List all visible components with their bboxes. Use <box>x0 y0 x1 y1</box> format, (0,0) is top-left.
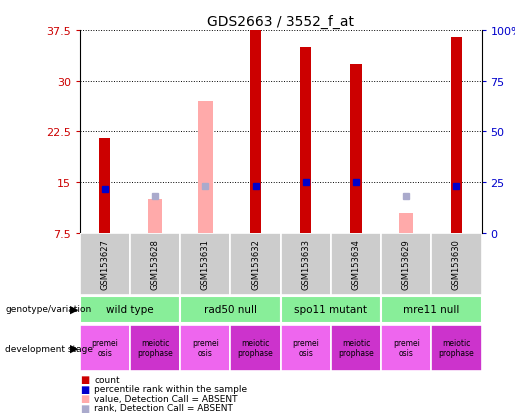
Bar <box>198 102 213 233</box>
Bar <box>130 233 180 295</box>
Text: rank, Detection Call = ABSENT: rank, Detection Call = ABSENT <box>94 403 233 412</box>
Text: rad50 null: rad50 null <box>204 305 257 315</box>
Bar <box>180 297 281 323</box>
Text: premei
osis: premei osis <box>192 338 219 358</box>
Text: ■: ■ <box>80 374 89 384</box>
Bar <box>231 233 281 295</box>
Text: value, Detection Call = ABSENT: value, Detection Call = ABSENT <box>94 394 238 403</box>
Text: meiotic
prophase: meiotic prophase <box>238 338 273 358</box>
Bar <box>80 325 130 371</box>
Title: GDS2663 / 3552_f_at: GDS2663 / 3552_f_at <box>207 14 354 28</box>
Bar <box>80 233 130 295</box>
Bar <box>381 325 431 371</box>
Text: premei
osis: premei osis <box>293 338 319 358</box>
Text: percentile rank within the sample: percentile rank within the sample <box>94 384 247 393</box>
Text: meiotic
prophase: meiotic prophase <box>338 338 374 358</box>
Bar <box>431 325 482 371</box>
Bar <box>281 325 331 371</box>
Bar <box>130 325 180 371</box>
Bar <box>331 233 381 295</box>
Text: GSM153628: GSM153628 <box>151 239 160 290</box>
Text: GSM153633: GSM153633 <box>301 239 310 290</box>
Text: wild type: wild type <box>106 305 154 315</box>
Text: GSM153631: GSM153631 <box>201 239 210 290</box>
Bar <box>250 31 261 233</box>
Text: meiotic
prophase: meiotic prophase <box>439 338 474 358</box>
Text: mre11 null: mre11 null <box>403 305 459 315</box>
Text: ■: ■ <box>80 384 89 394</box>
Text: ▶: ▶ <box>70 343 78 353</box>
Text: genotype/variation: genotype/variation <box>5 304 91 313</box>
Bar <box>231 325 281 371</box>
Bar <box>351 65 362 233</box>
Text: premei
osis: premei osis <box>92 338 118 358</box>
Bar <box>399 213 414 233</box>
Bar <box>300 48 311 233</box>
Bar <box>99 139 110 233</box>
Text: GSM153630: GSM153630 <box>452 239 461 290</box>
Text: GSM153629: GSM153629 <box>402 239 410 290</box>
Bar <box>281 297 381 323</box>
Bar <box>451 38 462 233</box>
Bar <box>148 199 162 233</box>
Text: GSM153627: GSM153627 <box>100 239 109 290</box>
Bar <box>281 233 331 295</box>
Text: meiotic
prophase: meiotic prophase <box>138 338 173 358</box>
Text: development stage: development stage <box>5 344 93 353</box>
Bar <box>180 233 231 295</box>
Text: GSM153632: GSM153632 <box>251 239 260 290</box>
Bar <box>331 325 381 371</box>
Text: ▶: ▶ <box>70 304 78 314</box>
Text: ■: ■ <box>80 393 89 403</box>
Bar <box>80 297 180 323</box>
Text: spo11 mutant: spo11 mutant <box>295 305 367 315</box>
Bar <box>431 233 482 295</box>
Bar <box>180 325 231 371</box>
Text: GSM153634: GSM153634 <box>352 239 360 290</box>
Bar <box>381 297 482 323</box>
Text: count: count <box>94 375 120 384</box>
Bar <box>381 233 431 295</box>
Text: premei
osis: premei osis <box>393 338 420 358</box>
Text: ■: ■ <box>80 403 89 413</box>
